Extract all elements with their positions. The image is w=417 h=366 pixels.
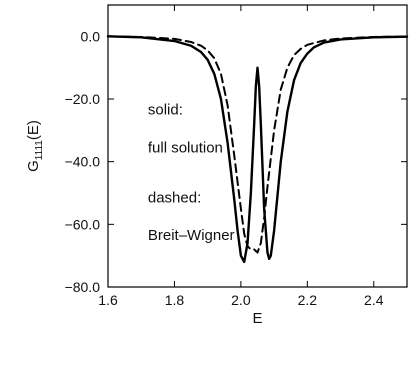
- y-axis-label-main: G: [25, 160, 42, 172]
- legend-annotation: solid:: [148, 102, 183, 119]
- series-solid-line: [106, 35, 409, 264]
- y-axis-label-suffix: (E): [25, 120, 42, 140]
- y-tick-label: −40.0: [65, 154, 101, 170]
- series-dashed-line: [107, 35, 408, 254]
- x-tick-label: 2.2: [298, 292, 318, 308]
- y-tick-label: −60.0: [65, 216, 101, 232]
- tick-labels: 1.6 1.8 2.0 2.2 2.4 0.0 −20.0 −40.0 −60.0 −80.0: [65, 28, 384, 308]
- x-tick-label: 2.0: [231, 292, 251, 308]
- y-axis-label: G1111(E): [25, 120, 45, 172]
- y-axis-label-sub: 1111: [34, 140, 45, 160]
- annotations: solid: full solution dashed: Breit–Wigner: [148, 102, 235, 244]
- legend-annotation: dashed:: [148, 189, 201, 206]
- x-tick-label: 1.8: [165, 292, 185, 308]
- x-axis-label: E: [252, 310, 262, 327]
- series-layer: [106, 35, 409, 264]
- legend-annotation: Breit–Wigner: [148, 227, 235, 244]
- x-tick-label: 1.6: [98, 292, 118, 308]
- plot-frame: [107, 4, 408, 288]
- ticks-layer: [107, 5, 407, 288]
- y-tick-label: −20.0: [65, 91, 101, 107]
- x-tick-label: 2.4: [364, 292, 384, 308]
- y-tick-label: −80.0: [65, 279, 101, 295]
- legend-annotation: full solution: [148, 139, 223, 156]
- y-tick-label: 0.0: [81, 28, 101, 44]
